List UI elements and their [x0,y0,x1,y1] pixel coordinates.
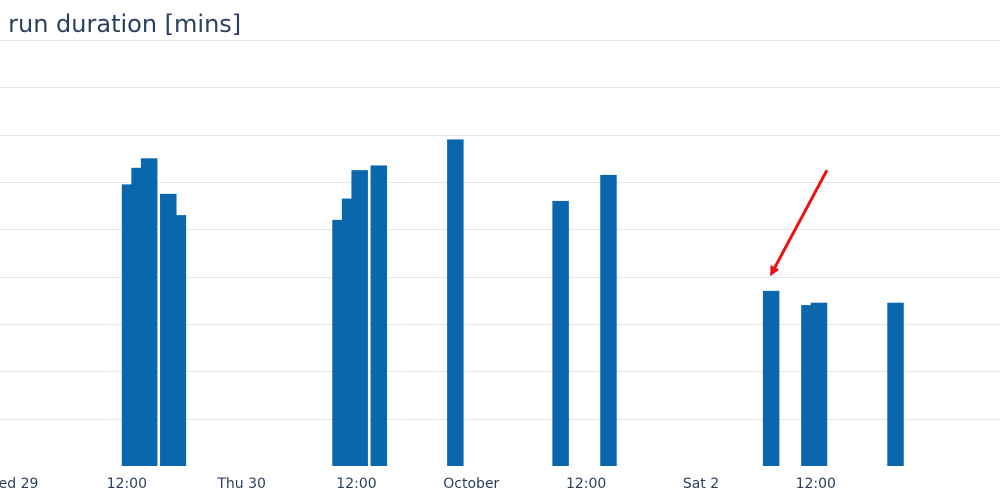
x-tick-label: 12:00 [566,476,606,492]
bar [351,170,368,467]
bar [887,302,904,466]
x-tick-label: 12:00 [796,476,836,492]
x-tick-label: Wed 29 [0,476,38,492]
bar [810,302,828,466]
bar [370,165,388,466]
x-tick-label: Thu 30 [216,476,266,492]
bar [140,158,158,466]
annotations [769,169,829,277]
bar [552,200,569,466]
x-tick-label: Sat 2 [683,476,719,492]
bar [762,290,780,466]
annotation-arrow [769,169,829,277]
x-tick-label: October [443,476,499,492]
chart-title: s run duration [mins] [0,10,242,38]
x-axis-ticks: Wed 29 12:00 Thu 30 12:00 October 12:00 Sat 2 1… [0,476,836,492]
bars [121,139,904,467]
x-tick-label: 12:00 [336,476,376,492]
bar [169,215,187,466]
x-tick-label: 12:00 [107,476,147,492]
bar [447,139,464,466]
bar [600,174,617,466]
